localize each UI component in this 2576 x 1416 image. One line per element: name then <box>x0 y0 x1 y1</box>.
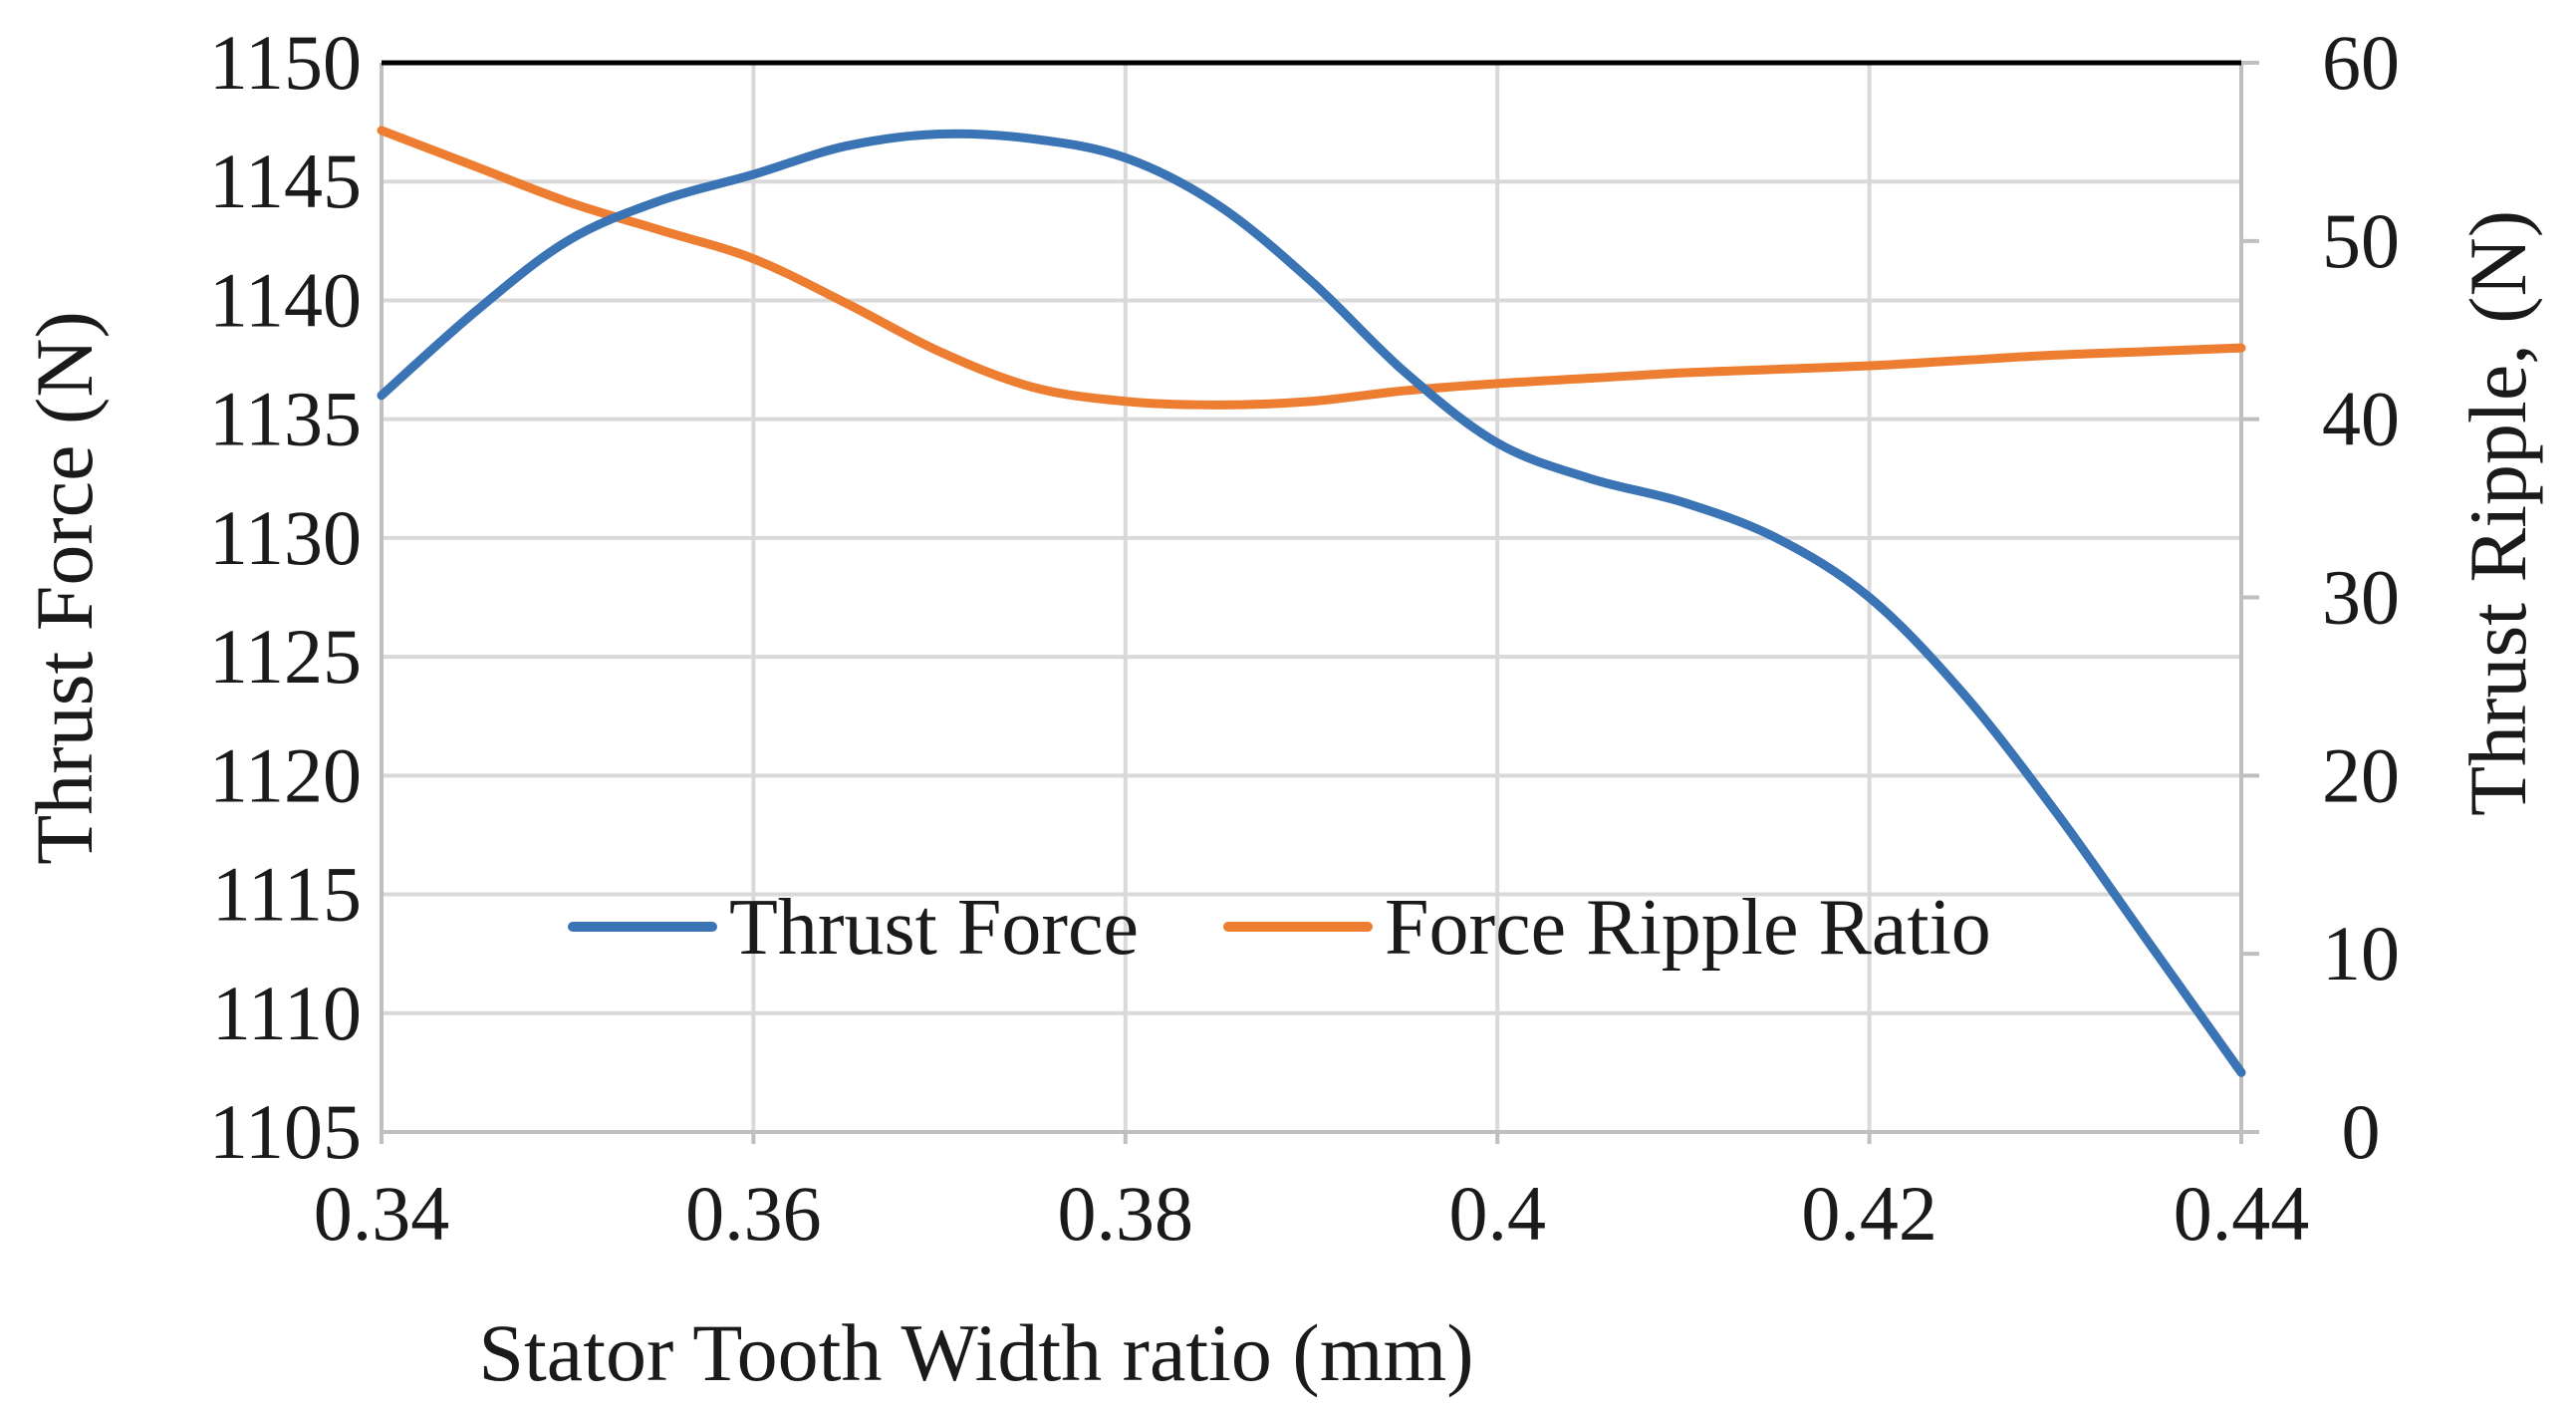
series-lines <box>377 126 2246 1077</box>
x-tick-label: 0.36 <box>685 1170 822 1257</box>
tick-labels: 1105 1110 1115 1120 1125 1130 1135 1140 1145 1150… <box>209 19 2400 1257</box>
x-tick-label: 0.4 <box>1448 1170 1546 1257</box>
right-y-tick-label: 20 <box>2322 731 2400 818</box>
left-y-tick-label: 1105 <box>209 1088 362 1175</box>
x-axis-title: Stator Tooth Width ratio (mm) <box>478 1307 1473 1398</box>
x-tick-label: 0.44 <box>2174 1170 2310 1257</box>
left-y-tick-label: 1125 <box>209 613 362 700</box>
left-y-tick-label: 1110 <box>212 970 362 1056</box>
left-y-tick-label: 1145 <box>209 138 362 224</box>
right-y-axis-title: Thrust Ripple, (N) <box>2452 210 2543 816</box>
legend: Thrust Force Force Ripple Ratio <box>568 884 1991 972</box>
left-y-tick-label: 1135 <box>209 376 362 462</box>
series-line-thrust-force <box>377 129 2246 1077</box>
axes <box>380 60 2259 1144</box>
legend-label-force-ripple-ratio: Force Ripple Ratio <box>1385 884 1991 972</box>
left-y-tick-label: 1120 <box>209 731 362 818</box>
left-y-tick-label: 1130 <box>209 494 362 581</box>
right-y-tick-label: 30 <box>2322 554 2400 641</box>
right-y-tick-label: 60 <box>2322 19 2400 106</box>
legend-label-thrust-force: Thrust Force <box>729 884 1139 972</box>
x-tick-label: 0.34 <box>314 1170 450 1257</box>
right-y-tick-label: 40 <box>2322 376 2400 462</box>
right-y-tick-label: 50 <box>2322 197 2400 284</box>
right-y-tick-label: 10 <box>2322 910 2400 996</box>
x-tick-label: 0.38 <box>1058 1170 1194 1257</box>
left-y-tick-label: 1150 <box>209 19 362 106</box>
left-y-tick-label: 1115 <box>212 851 362 938</box>
left-y-axis-title: Thrust Force (N) <box>19 311 110 865</box>
right-y-tick-label: 0 <box>2342 1088 2381 1175</box>
series-line-force-ripple-ratio <box>377 126 2246 410</box>
gridlines <box>382 63 2241 1132</box>
x-tick-label: 0.42 <box>1801 1170 1937 1257</box>
left-y-tick-label: 1140 <box>209 256 362 343</box>
